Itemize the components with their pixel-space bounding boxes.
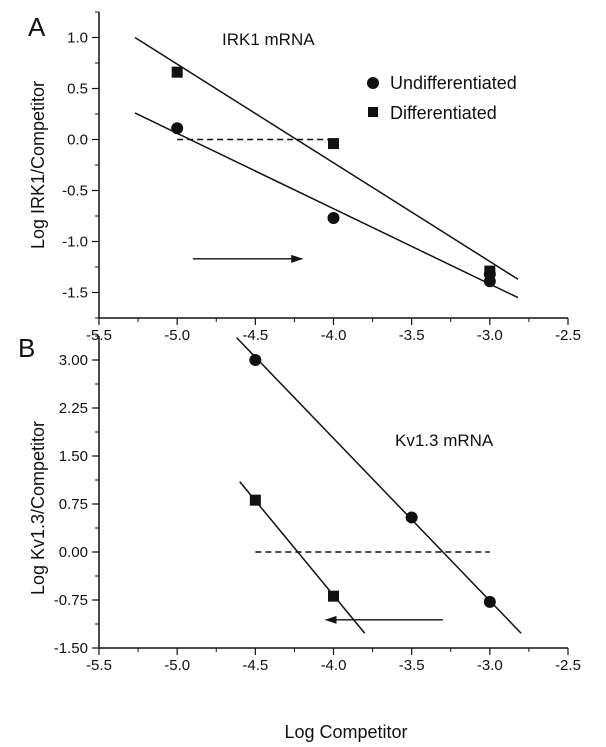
- panel-a-y-tick-label: -0.5: [62, 183, 88, 200]
- panel-a-x-tick-label: -4.5: [242, 327, 268, 344]
- panel-a-label: A: [28, 12, 46, 42]
- panel-a-point-undifferentiated: [483, 275, 496, 288]
- panel-b-y-tick-label: -1.50: [54, 640, 88, 657]
- panel-b-y-tick-label: 2.25: [59, 400, 88, 417]
- legend-label-undifferentiated: Undifferentiated: [390, 73, 517, 93]
- panel-a-title: IRK1 mRNA: [222, 30, 315, 49]
- panel-a-y-tick-label: -1.5: [62, 285, 88, 302]
- panel-b-label: B: [18, 333, 35, 363]
- panel-b-y-tick-label: 3.00: [59, 352, 88, 369]
- panel-a-point-differentiated: [171, 66, 183, 78]
- panel-a-point-undifferentiated: [327, 212, 340, 225]
- legend-label-differentiated: Differentiated: [390, 103, 497, 123]
- panel-a-y-axis-label: Log IRK1/Competitor: [28, 81, 48, 249]
- legend-circle-marker: [367, 77, 379, 89]
- panel-a-fit-line-differentiated: [134, 36, 519, 280]
- panel-a-x-tick-label: -3.0: [477, 327, 503, 344]
- panel-a: A IRK1 mRNA Log IRK1/Competitor Undiffer…: [28, 11, 581, 344]
- panel-b-title: Kv1.3 mRNA: [395, 431, 494, 450]
- x-axis-label: Log Competitor: [284, 722, 407, 742]
- panel-b-x-tick-label: -4.0: [321, 657, 347, 674]
- panel-b-y-tick-label: 0.00: [59, 544, 88, 561]
- panel-a-y-tick-label: 1.0: [67, 30, 88, 47]
- panel-a-legend: Undifferentiated Differentiated: [367, 73, 517, 123]
- panel-a-point-differentiated: [328, 138, 339, 150]
- panel-a-y-tick-label: 0.5: [67, 81, 88, 98]
- panel-b-y-tick-label: 1.50: [59, 448, 88, 465]
- panel-a-fit-line-undifferentiated: [134, 112, 519, 299]
- panel-b-y-tick-label: 0.75: [59, 496, 88, 513]
- panel-a-point-undifferentiated: [171, 122, 184, 135]
- panel-b-x-tick-label: -3.5: [399, 657, 425, 674]
- panel-b-x-tick-label: -4.5: [242, 657, 268, 674]
- panel-a-x-tick-label: -3.5: [399, 327, 425, 344]
- panel-b-x-tick-label: -5.5: [86, 657, 112, 674]
- panel-b-x-tick-label: -2.5: [555, 657, 581, 674]
- panel-b-fit-line-undifferentiated: [236, 337, 522, 634]
- panel-b-point-differentiated: [249, 494, 261, 506]
- panel-a-y-tick-label: -1.0: [62, 234, 88, 251]
- panel-a-y-tick-label: 0.0: [67, 132, 88, 149]
- panel-b-x-tick-label: -5.0: [164, 657, 190, 674]
- panel-b-y-axis-label: Log Kv1.3/Competitor: [28, 421, 48, 595]
- panel-b-point-differentiated: [328, 590, 339, 602]
- panel-a-x-tick-label: -4.0: [321, 327, 347, 344]
- panel-b-fit-line-differentiated: [239, 481, 366, 634]
- panel-a-x-tick-label: -5.0: [164, 327, 190, 344]
- legend-square-marker: [368, 107, 378, 117]
- panel-b-point-undifferentiated: [483, 595, 496, 608]
- panel-b-x-tick-label: -3.0: [477, 657, 503, 674]
- panel-b-point-undifferentiated: [249, 354, 262, 366]
- panel-a-point-differentiated: [484, 265, 496, 277]
- panel-b-y-tick-label: -0.75: [54, 592, 88, 609]
- panel-b-point-undifferentiated: [405, 511, 418, 524]
- panel-b: B Kv1.3 mRNA Log Kv1.3/Competitor Log Co…: [18, 333, 581, 742]
- panel-a-x-tick-label: -2.5: [555, 327, 581, 344]
